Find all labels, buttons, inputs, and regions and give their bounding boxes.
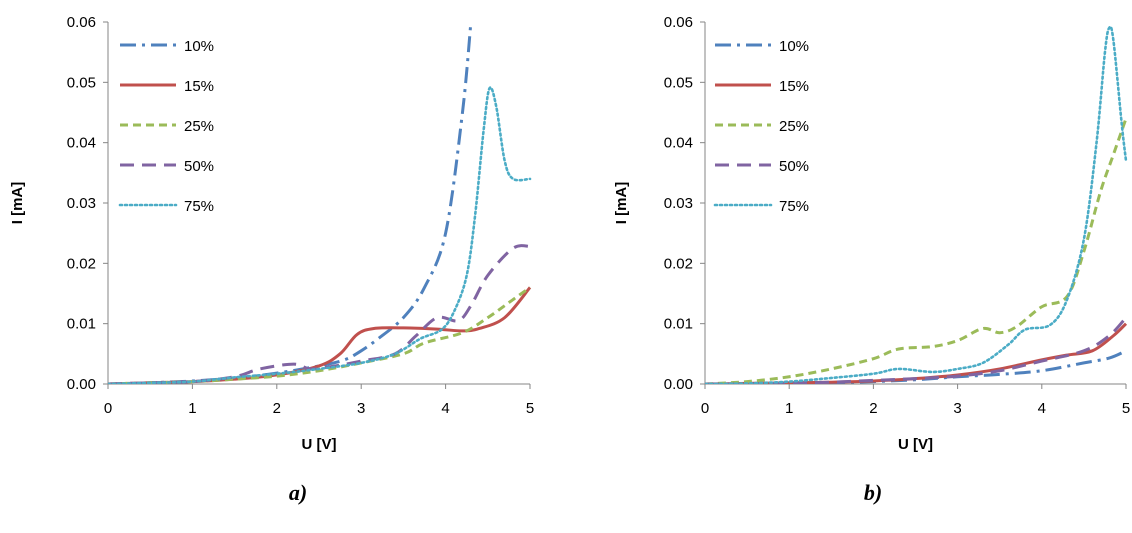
b-series-line-25pct (705, 118, 1128, 384)
b-x-tick-label: 2 (869, 400, 877, 417)
b-series-line-15pct (705, 322, 1128, 384)
a-x-axis-title: U [V] (302, 436, 337, 453)
b-y-tick-label: 0.06 (664, 14, 693, 31)
chart-panel-b: 0.00 0.01 0.02 0.03 0.04 0.05 0.06 0 1 2 3 4 5 U [V] I… (613, 14, 1130, 505)
b-series-line-75pct (705, 25, 1128, 384)
b-y-tick-label: 0.03 (664, 195, 693, 212)
b-y-axis-title: I [mA] (613, 182, 630, 225)
a-y-tick-label: 0.06 (67, 14, 96, 31)
b-x-tick-label: 0 (701, 400, 709, 417)
a-legend-label-50pct: 50% (184, 158, 214, 175)
a-x-tick-label: 2 (273, 400, 281, 417)
b-x-tick-label: 3 (953, 400, 961, 417)
a-y-tick-label: 0.03 (67, 195, 96, 212)
a-x-tick-label: 3 (357, 400, 365, 417)
a-x-tick-label: 1 (188, 400, 196, 417)
a-x-tick-label: 0 (104, 400, 112, 417)
a-series-line-10pct (108, 21, 473, 384)
b-legend-label-75pct: 75% (779, 198, 809, 215)
a-y-tick-label: 0.04 (67, 135, 96, 152)
b-legend-label-25pct: 25% (779, 118, 809, 135)
b-x-axis-title: U [V] (898, 436, 933, 453)
b-legend-label-50pct: 50% (779, 158, 809, 175)
a-series-line-75pct (108, 86, 532, 384)
b-y-tick-label: 0.05 (664, 74, 693, 91)
b-y-tick-label: 0.01 (664, 316, 693, 333)
a-legend-label-10pct: 10% (184, 38, 214, 55)
b-x-tick-label: 1 (785, 400, 793, 417)
a-x-tick-label: 4 (441, 400, 449, 417)
b-series-line-50pct (705, 316, 1128, 384)
b-legend-label-10pct: 10% (779, 38, 809, 55)
a-y-tick-label: 0.02 (67, 255, 96, 272)
a-legend-label-75pct: 75% (184, 198, 214, 215)
a-legend-label-25pct: 25% (184, 118, 214, 135)
b-legend-label-15pct: 15% (779, 78, 809, 95)
a-y-axis-title: I [mA] (9, 182, 26, 225)
b-y-tick-label: 0.04 (664, 135, 693, 152)
b-x-tick-label: 4 (1038, 400, 1046, 417)
a-y-tick-label: 0.01 (67, 316, 96, 333)
b-panel-label: b) (864, 480, 882, 505)
a-series-line-50pct (108, 244, 531, 384)
b-x-tick-label: 5 (1122, 400, 1130, 417)
b-y-tick-label: 0.02 (664, 255, 693, 272)
a-y-tick-label: 0.00 (67, 376, 96, 393)
a-legend-label-15pct: 15% (184, 78, 214, 95)
a-series-group (108, 21, 532, 384)
a-x-tick-label: 5 (526, 400, 534, 417)
chart-panel-a: 0.00 0.01 0.02 0.03 0.04 0.05 0.06 0 1 2 3 4 5 U [V] I… (9, 14, 534, 505)
a-y-tick-label: 0.05 (67, 74, 96, 91)
a-panel-label: a) (289, 480, 307, 505)
b-y-tick-label: 0.00 (664, 376, 693, 393)
b-series-group (705, 25, 1128, 384)
